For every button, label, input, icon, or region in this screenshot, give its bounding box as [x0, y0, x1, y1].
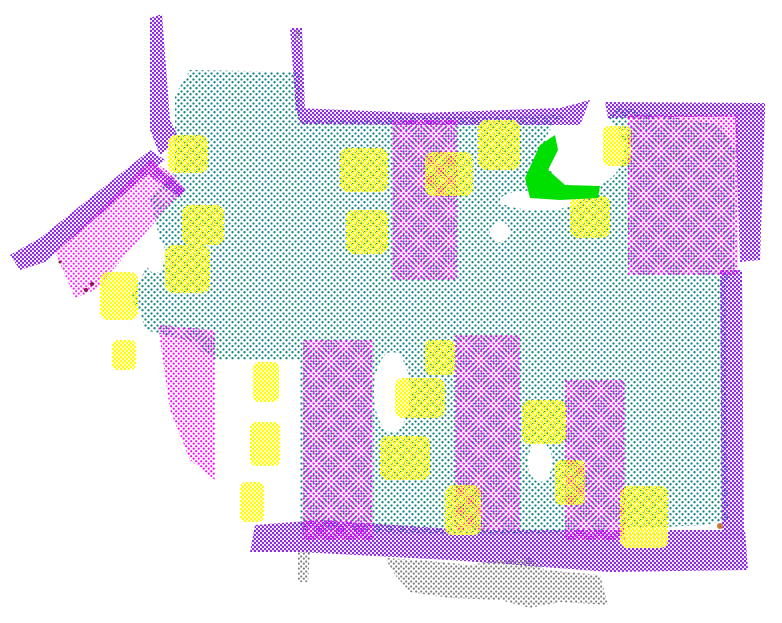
- chair: [603, 126, 631, 166]
- wall-top-left-vertical: [290, 28, 305, 112]
- chair: [182, 205, 224, 245]
- chair: [522, 400, 566, 444]
- dark-detail: [58, 260, 723, 529]
- chair: [555, 460, 585, 505]
- table-bottom-1: [303, 340, 373, 540]
- chair: [620, 486, 668, 548]
- chair: [165, 245, 210, 293]
- chair: [445, 485, 481, 535]
- table-top-right: [628, 115, 738, 275]
- wall-right-upper: [735, 110, 765, 262]
- chair: [478, 120, 520, 170]
- table-diagonal: [55, 160, 185, 298]
- chair: [240, 482, 264, 522]
- table-top-center: [392, 120, 457, 280]
- wall-top-right: [605, 102, 765, 118]
- table-left-wedge: [158, 325, 215, 480]
- wall-right: [720, 270, 744, 540]
- chair: [112, 340, 136, 370]
- chair-regions: [100, 120, 668, 548]
- chair: [168, 135, 208, 173]
- chair: [425, 340, 455, 375]
- wall-upper-left: [150, 14, 180, 155]
- plant-region: [525, 135, 600, 200]
- chair: [100, 272, 138, 320]
- wall-top: [296, 100, 590, 125]
- chair: [253, 362, 279, 402]
- wall-diagonal-left: [10, 150, 165, 270]
- chair: [380, 436, 430, 480]
- chair: [340, 148, 388, 192]
- clutter-region: [295, 30, 608, 608]
- chair: [570, 196, 610, 238]
- chair: [425, 152, 473, 196]
- chair: [346, 210, 388, 254]
- chair: [250, 422, 280, 466]
- chair: [395, 378, 445, 418]
